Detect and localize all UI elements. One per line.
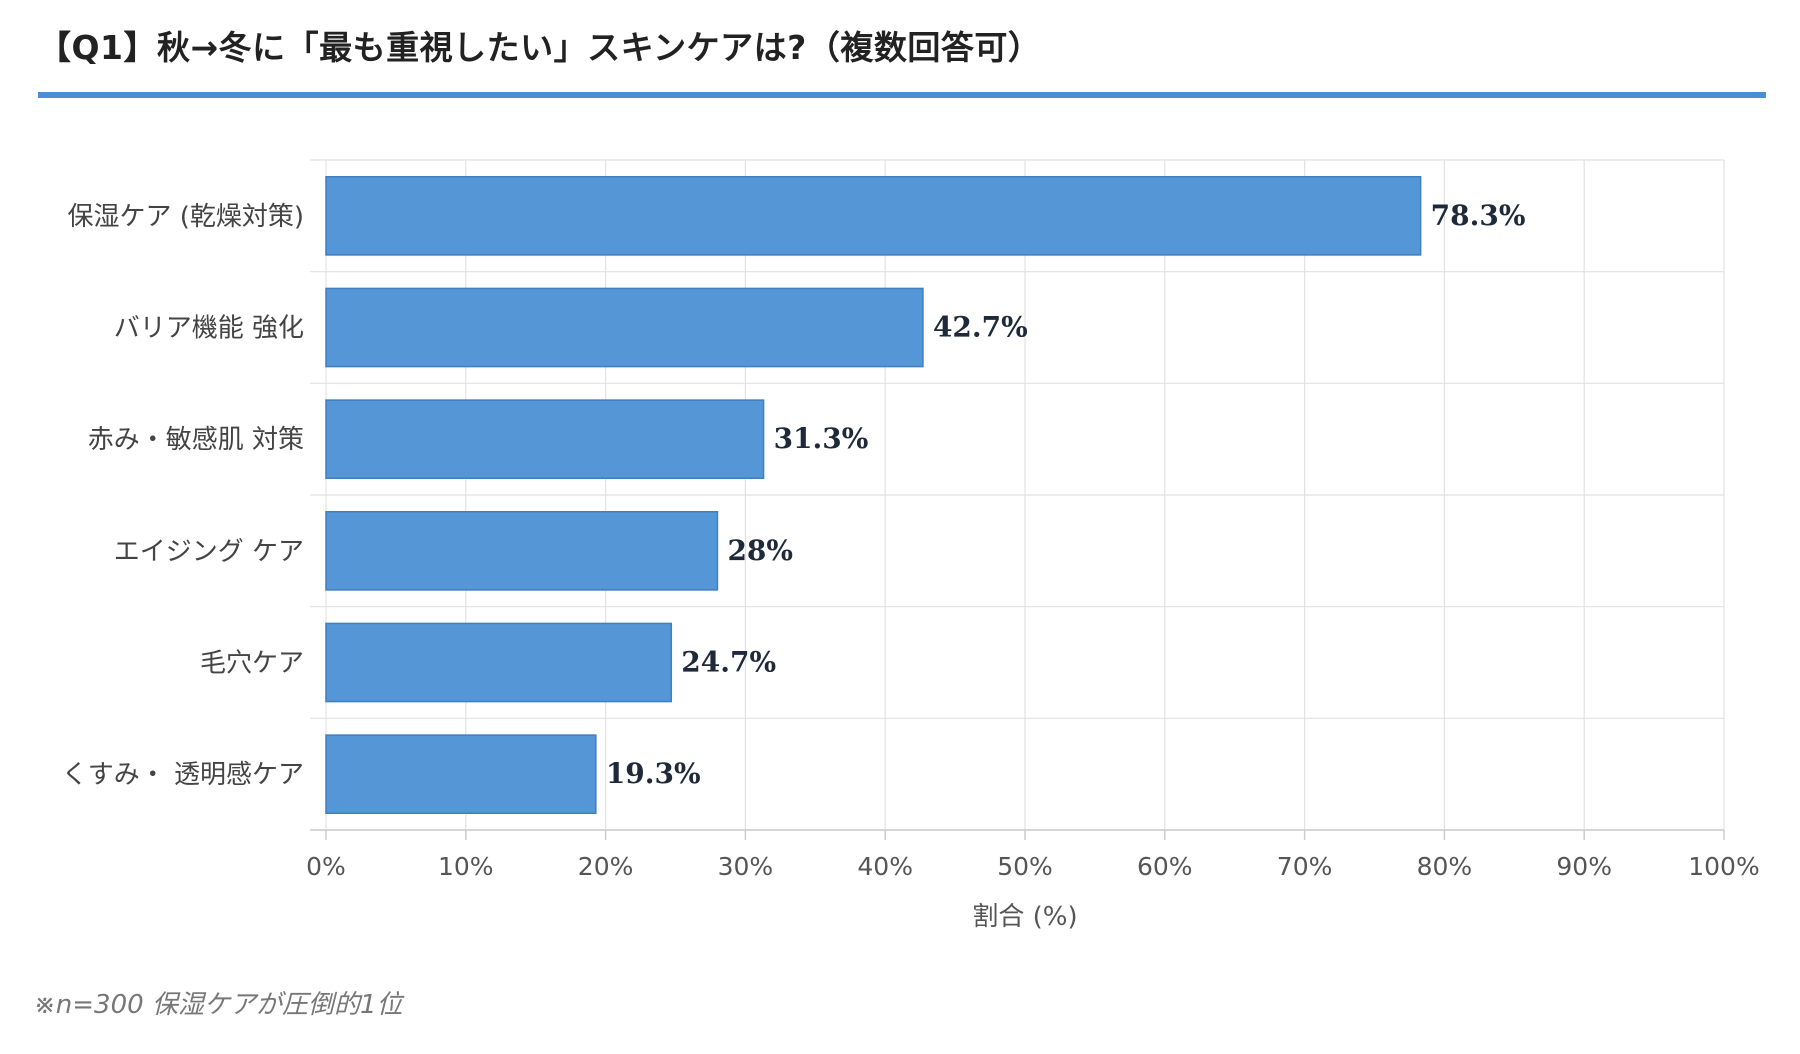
x-tick-label: 30% [718, 852, 774, 881]
header: 【Q1】秋→冬に「最も重視したい」スキンケアは?（複数回答可） [38, 22, 1766, 74]
bar [325, 287, 924, 368]
bar [325, 176, 1422, 256]
category-label: エイジング ケア [114, 537, 304, 567]
x-tick-label: 40% [857, 852, 913, 881]
grid-lines [310, 159, 1725, 831]
category-label: 赤み・敏感肌 対策 [88, 425, 304, 455]
x-tick-label: 0% [306, 852, 346, 881]
x-tick-label: 70% [1277, 852, 1333, 881]
category-label: くすみ・ 透明感ケア [62, 760, 304, 790]
x-tick-label: 100% [1688, 852, 1759, 881]
x-tick-label: 10% [438, 852, 494, 881]
category-label: 保湿ケア (乾燥対策) [67, 202, 304, 232]
category-label: 毛穴ケア [200, 649, 304, 679]
x-axis-title: 割合 (%) [972, 902, 1077, 932]
x-tick-label: 90% [1556, 852, 1612, 881]
value-label: 28% [727, 534, 793, 567]
title-underline [38, 92, 1766, 98]
x-tick-label: 50% [997, 852, 1053, 881]
x-tick-label: 60% [1137, 852, 1193, 881]
value-label: 31.3% [774, 422, 869, 455]
bar [325, 399, 765, 480]
page-title: 【Q1】秋→冬に「最も重視したい」スキンケアは?（複数回答可） [38, 28, 1042, 67]
x-axis: 0% 10% 20% 30% 40% 50% 60% 70% 80% 90% 100% [306, 829, 1760, 881]
footnote: ※n=300 保湿ケアが圧倒的1位 [34, 990, 403, 1020]
bar [325, 734, 597, 814]
category-label: バリア機能 強化 [114, 314, 304, 344]
value-label: 42.7% [933, 311, 1028, 344]
bar [325, 622, 673, 703]
x-tick-label: 20% [578, 852, 634, 881]
bars: 保湿ケア (乾燥対策) 78.3% バリア機能 強化 42.7% 赤み・敏感肌 対策 31… [62, 176, 1526, 814]
value-label: 78.3% [1431, 199, 1526, 232]
x-tick-label: 80% [1417, 852, 1473, 881]
bar [325, 511, 719, 591]
value-label: 19.3% [606, 757, 701, 790]
value-label: 24.7% [681, 646, 776, 679]
